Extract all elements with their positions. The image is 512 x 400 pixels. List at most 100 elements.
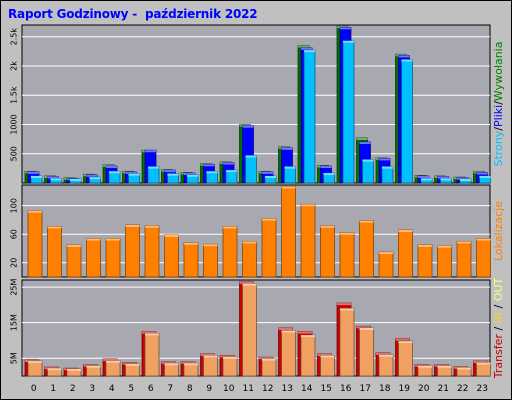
legend-part: Strony [492, 130, 505, 166]
bar [362, 159, 374, 184]
bar-top [86, 174, 98, 177]
bar-top [47, 226, 62, 229]
y-tick-label: 2.5k [10, 28, 19, 46]
bar-top [206, 171, 218, 174]
bar-top [148, 166, 159, 169]
bar-top [457, 367, 471, 370]
bar-top [298, 331, 312, 334]
bar-top [50, 178, 62, 181]
bar [47, 226, 62, 278]
bar-top [28, 361, 42, 364]
bar-top [457, 241, 471, 244]
bar [242, 240, 257, 278]
bar [437, 245, 452, 278]
bar [339, 232, 355, 278]
bar-top [304, 50, 315, 53]
bar-top [164, 363, 179, 366]
bar [378, 251, 394, 278]
bar-top [376, 352, 390, 355]
bar-top [382, 166, 393, 169]
bar-top [122, 362, 137, 365]
bar-top [125, 363, 140, 366]
bar-top [437, 245, 452, 248]
bar-top [281, 147, 293, 150]
bar-top [161, 361, 176, 364]
bar [144, 332, 160, 377]
bar-top [340, 27, 351, 30]
bar-top [440, 178, 452, 181]
bar-top [476, 172, 488, 175]
bar-top [301, 204, 315, 207]
bar-top [418, 244, 432, 247]
bar-top [242, 283, 257, 286]
bar [245, 155, 257, 184]
legend-part: Lokalizacje [492, 201, 505, 261]
bar [261, 218, 277, 278]
x-tick-label: 2 [70, 384, 76, 394]
bar [359, 327, 374, 377]
bar-top [47, 368, 62, 371]
bar-top [128, 173, 140, 176]
legend-transfer: Transfer / IN / OUT [492, 277, 505, 379]
bar-top [28, 171, 39, 174]
legend-part: / [492, 323, 505, 334]
bar-top [379, 252, 393, 255]
bar [398, 340, 413, 377]
bar-top [281, 330, 296, 333]
bar-top [67, 368, 81, 371]
x-tick-label: 10 [223, 384, 235, 394]
bar-top [298, 45, 309, 48]
bar-top [145, 333, 159, 336]
bar [342, 40, 355, 184]
bar-top [317, 353, 332, 356]
bar-top [265, 175, 276, 178]
legend-hosts: Lokalizacje [492, 201, 505, 261]
x-tick-label: 1 [50, 384, 56, 394]
bar-top [86, 365, 101, 368]
bar-top [181, 361, 195, 364]
bar-top [86, 238, 101, 241]
bar [125, 224, 140, 278]
x-tick-label: 15 [321, 384, 332, 394]
legend-part: / [492, 127, 505, 131]
bar-top [242, 125, 254, 128]
bar-top [460, 178, 471, 181]
bar-top [284, 166, 296, 169]
chart-hosts: 20 60 100 [10, 184, 491, 278]
x-tick-label: 13 [282, 384, 293, 394]
bar-top [70, 178, 81, 181]
y-tick-label: 1000 [10, 114, 19, 134]
chart-requests: 500 1000 1.5k 2k 2.5k [10, 24, 491, 184]
bar-top [103, 358, 117, 361]
legend-part: Wywołania [492, 42, 505, 102]
bar-top [223, 226, 237, 229]
bar [105, 360, 121, 377]
bar-top [184, 363, 198, 366]
legend-part: / [492, 101, 505, 105]
bar [398, 229, 413, 278]
bar [261, 358, 277, 377]
bar [303, 49, 316, 184]
bar-top [398, 55, 410, 58]
bar-top [106, 360, 120, 363]
bar [417, 244, 433, 278]
y-tick-label: 15M [10, 314, 19, 331]
bar [456, 240, 472, 278]
bar-top [164, 234, 179, 237]
bar-top [343, 40, 354, 43]
bar [339, 308, 355, 377]
bar-top [167, 173, 179, 176]
x-tick-label: 23 [477, 384, 488, 394]
bar [27, 360, 43, 377]
bar [381, 166, 394, 184]
legend-part: Pliki [492, 105, 505, 127]
y-tick-label: 60 [10, 229, 19, 239]
bar-top [362, 159, 374, 162]
bar [284, 166, 296, 184]
bar-top [106, 166, 117, 169]
report-title: Raport Godzinowy - październik 2022 [8, 7, 258, 21]
bar-top [109, 171, 120, 174]
bar-top [479, 175, 491, 178]
x-tick-label: 20 [418, 384, 430, 394]
